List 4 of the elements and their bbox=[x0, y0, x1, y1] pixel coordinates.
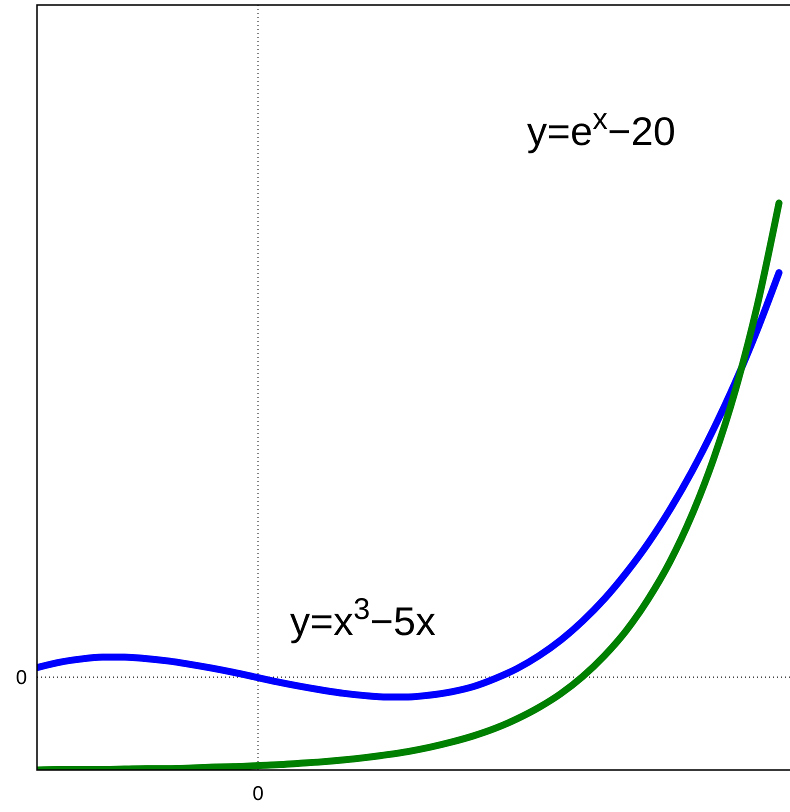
text: y=e$^{x}$−20 bbox=[527, 102, 676, 154]
text: 0 bbox=[252, 783, 264, 805]
series-label: y=x$^{3}$−5x bbox=[290, 592, 436, 644]
ref-line-label: 0 bbox=[16, 667, 27, 690]
